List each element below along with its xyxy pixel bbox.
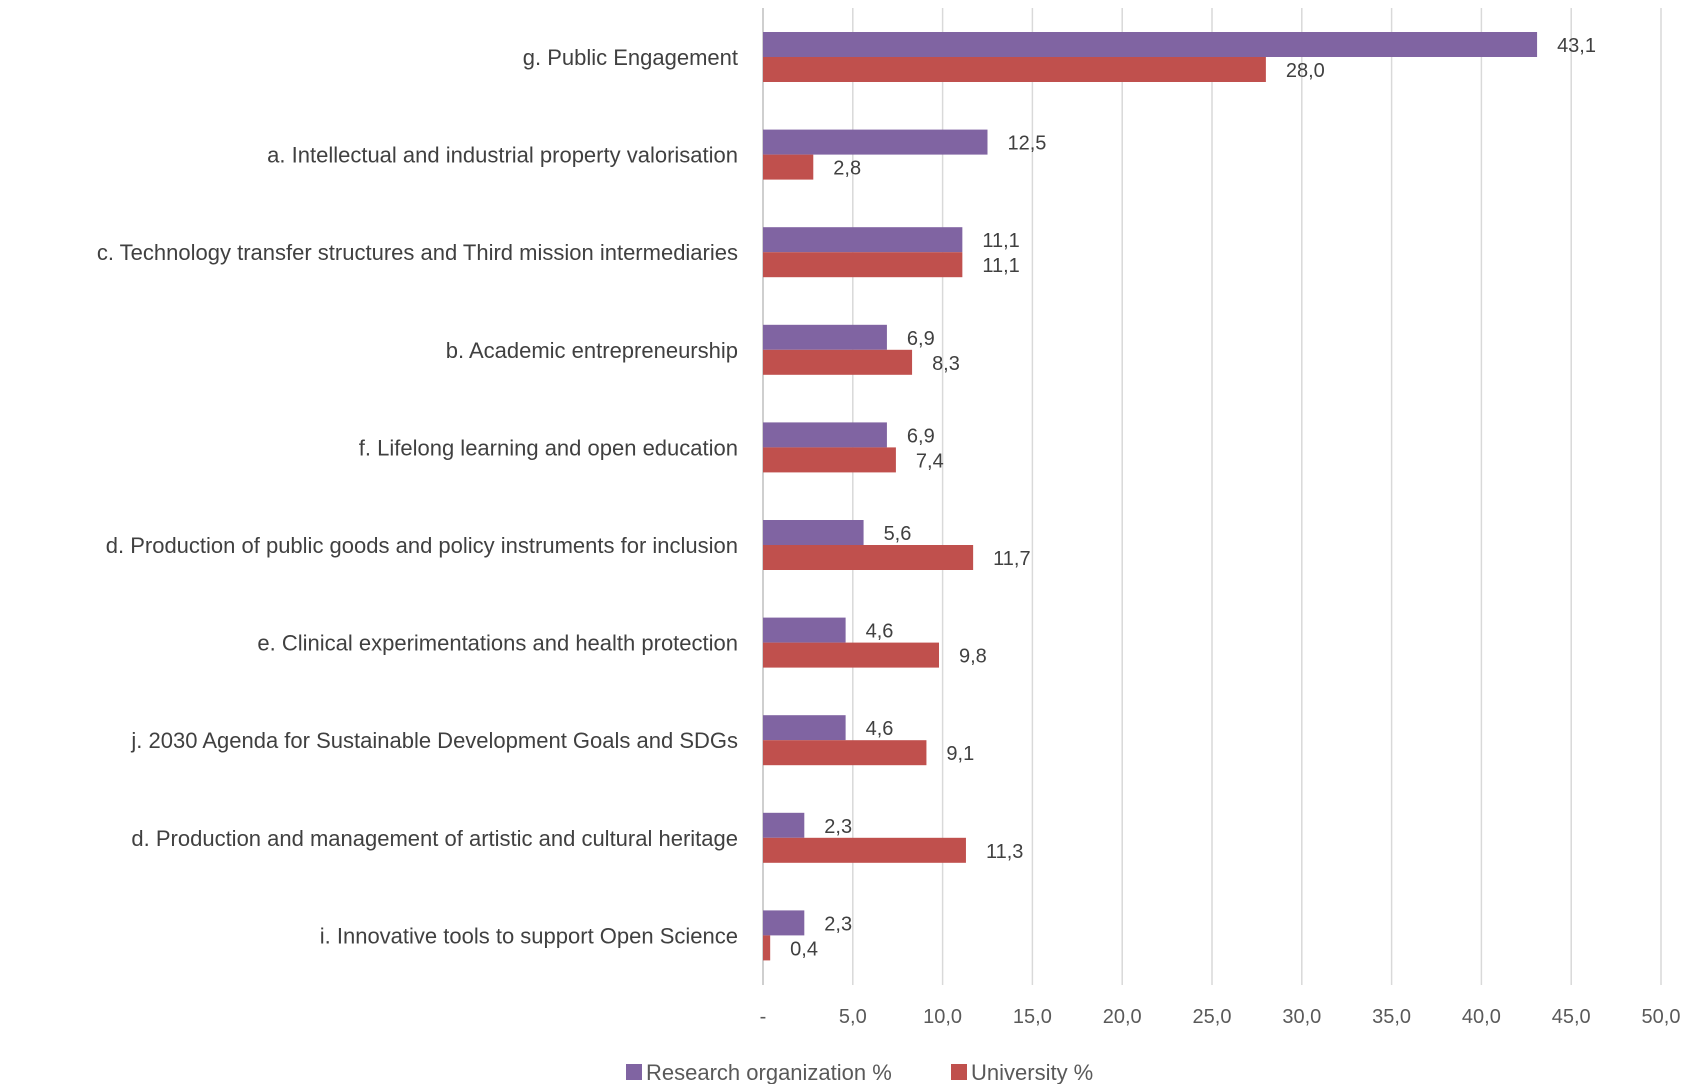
x-tick-label: 10,0 [923,1006,962,1028]
bar-research-organization [763,812,805,838]
data-label: 2,3 [824,913,852,935]
data-label: 6,9 [907,328,935,350]
data-label: 11,1 [982,255,1019,277]
data-label: 9,8 [959,646,987,668]
bar-university [763,252,963,278]
category-label: b. Academic entrepreneurship [446,338,738,363]
data-label: 8,3 [932,353,960,375]
data-label: 0,4 [790,938,818,960]
bar-research-organization [763,422,887,448]
bar-research-organization [763,129,988,155]
bar-research-organization [763,715,846,741]
category-label: a. Intellectual and industrial property … [267,143,738,168]
category-label: e. Clinical experimentations and health … [257,631,738,656]
data-label: 4,6 [866,621,894,643]
data-label: 9,1 [946,743,974,765]
data-label: 28,0 [1286,60,1325,82]
x-tick-label: 50,0 [1642,1006,1681,1028]
x-tick-label: 20,0 [1103,1006,1142,1028]
x-tick-label: 15,0 [1013,1006,1052,1028]
bar-university [763,154,814,180]
x-tick-label: 5,0 [839,1006,867,1028]
data-label: 11,1 [982,230,1019,252]
gridlines [852,8,1662,985]
bar-university [763,545,974,570]
x-tick-label: 25,0 [1193,1006,1232,1028]
data-label: 11,7 [993,548,1030,570]
category-label: d. Production and management of artistic… [131,826,738,851]
data-label: 5,6 [884,523,912,545]
bar-university [763,837,966,863]
legend-label: Research organization % [646,1060,892,1084]
data-label: 43,1 [1557,35,1596,57]
bar-university [763,935,771,961]
legend-swatch-university [951,1064,967,1080]
x-tick-label: 45,0 [1552,1006,1591,1028]
data-label: 12,5 [1008,133,1047,155]
data-label: 2,3 [824,816,852,838]
bar-university [763,642,940,668]
x-tick-label: 40,0 [1462,1006,1501,1028]
bar-university [763,447,896,473]
legend-swatch-research-organization [626,1064,642,1080]
data-label: 6,9 [907,425,935,447]
category-label: g. Public Engagement [523,45,738,70]
x-tick-label: 30,0 [1282,1006,1321,1028]
category-label: c. Technology transfer structures and Th… [97,240,738,265]
bar-university [763,740,927,766]
data-label: 7,4 [916,450,944,472]
legend-label: University % [971,1060,1093,1084]
bar-research-organization [763,227,963,253]
bar-research-organization [763,910,805,936]
bar-research-organization [763,324,887,350]
bar-university [763,57,1266,82]
category-label: j. 2030 Agenda for Sustainable Developme… [130,728,738,753]
data-label: 4,6 [866,718,894,740]
legend: Research organization % University % [626,1060,1093,1084]
category-label: d. Production of public goods and policy… [106,533,738,558]
category-label: f. Lifelong learning and open education [359,435,738,460]
x-tick-label: 35,0 [1372,1006,1411,1028]
bar-research-organization [763,32,1538,57]
bar-research-organization [763,617,846,643]
x-tick-label: - [760,1006,767,1028]
bar-research-organization [763,520,864,545]
category-labels: g. Public Engagement a. Intellectual and … [97,45,738,948]
category-label: i. Innovative tools to support Open Scie… [320,923,738,948]
data-label: 2,8 [833,158,861,180]
bar-university [763,349,913,375]
data-label: 11,3 [986,841,1023,863]
bars: 43,1 28,0 12,5 2,8 11,1 11,1 6,9 8,3 6,9 7,4 5,6 11… [763,32,1596,961]
x-tick-labels: - 5,0 10,0 15,0 20,0 25,0 30,0 35,0 40,0 45,0 50,0 [760,1006,1681,1028]
